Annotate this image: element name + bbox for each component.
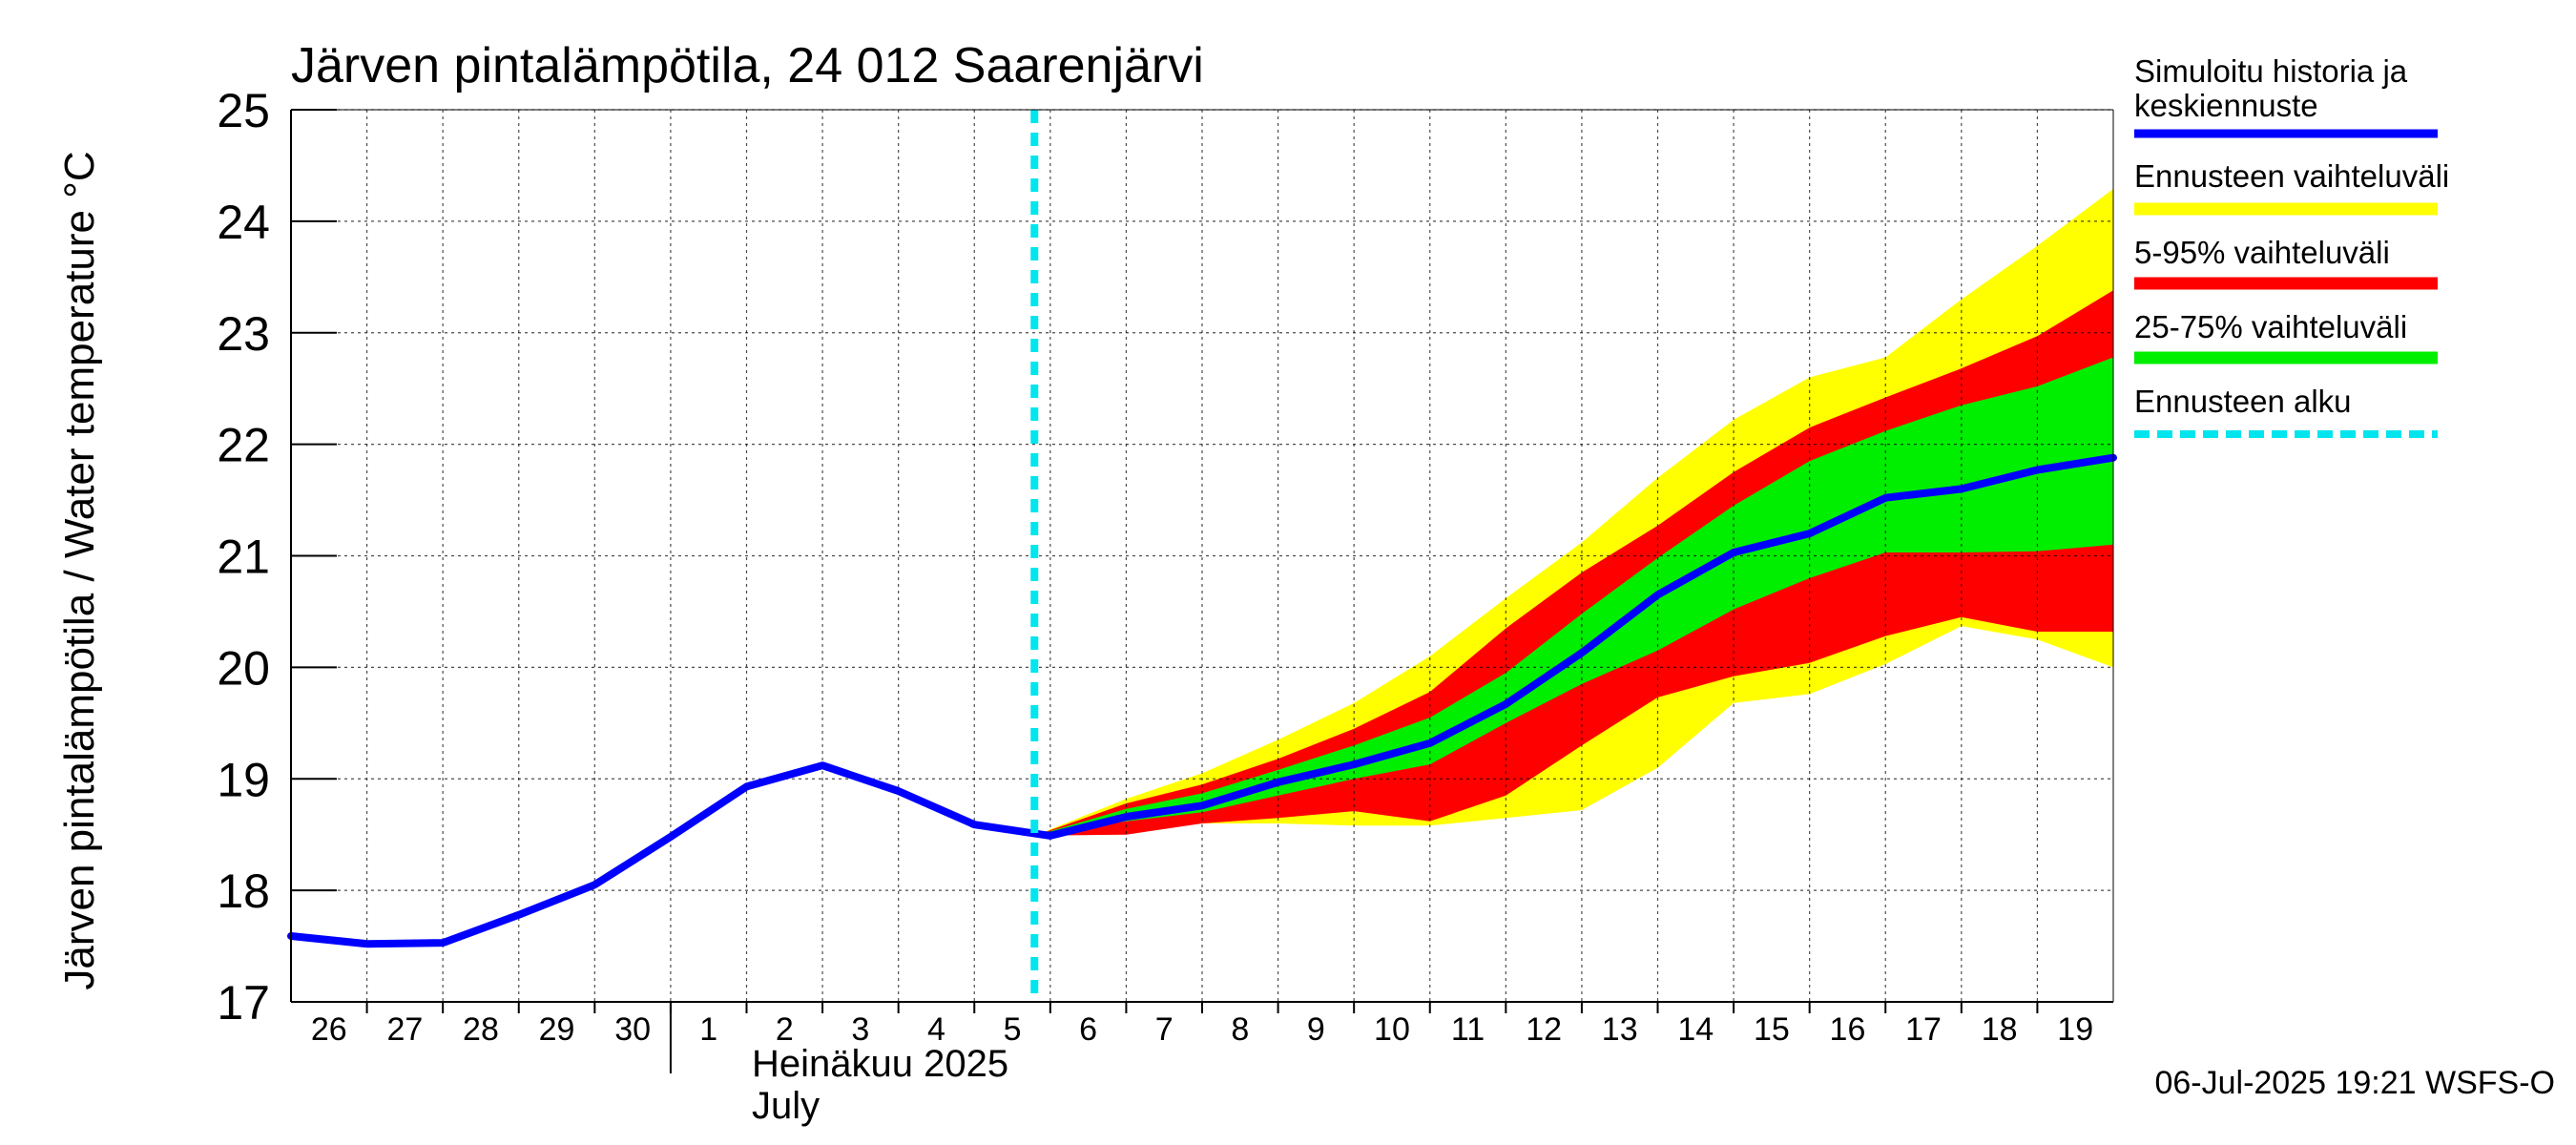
y-tick-label: 21	[217, 531, 270, 584]
forecast-bands	[1034, 189, 2113, 836]
x-tick-label: 7	[1155, 1011, 1174, 1048]
x-tick-label: 3	[851, 1011, 869, 1048]
x-tick-label: 30	[614, 1011, 651, 1048]
series-line-history	[287, 453, 2117, 948]
y-axis-label: Järven pintalämpötila / Water temperatur…	[56, 151, 103, 989]
x-tick-label: 8	[1231, 1011, 1249, 1048]
x-tick-label: 9	[1307, 1011, 1325, 1048]
x-tick-label: 13	[1602, 1011, 1638, 1048]
y-tick-label: 24	[217, 196, 270, 249]
month-label-en: July	[752, 1085, 820, 1127]
x-tick-label: 28	[463, 1011, 499, 1048]
legend-label-p5_95: 5-95% vaihteluväli	[2134, 235, 2390, 270]
x-tick-label: 6	[1079, 1011, 1097, 1048]
y-tick-label: 23	[217, 307, 270, 361]
legend-label-history: Simuloitu historia ja keskiennuste	[2134, 53, 2408, 123]
x-tick-label: 18	[1982, 1011, 2018, 1048]
legend-label-range: Ennusteen vaihteluväli	[2134, 158, 2449, 194]
x-tick-label: 11	[1451, 1011, 1485, 1048]
band-p25_75	[1034, 357, 2113, 836]
timestamp-label: 06-Jul-2025 19:21 WSFS-O	[2154, 1065, 2555, 1101]
month-label-fi: Heinäkuu 2025	[752, 1043, 1008, 1085]
x-tick-label: 16	[1830, 1011, 1866, 1048]
axes	[290, 109, 2114, 1073]
legend-label-p25_75: 25-75% vaihteluväli	[2134, 309, 2407, 344]
x-tick-label: 2	[776, 1011, 794, 1048]
legend-label-start: Ennusteen alku	[2134, 384, 2352, 419]
y-tick-label: 19	[217, 753, 270, 806]
band-range	[1034, 189, 2113, 836]
y-tick-label: 18	[217, 864, 270, 918]
y-tick-label: 25	[217, 84, 270, 137]
x-tick-label: 14	[1677, 1011, 1714, 1048]
y-tick-label: 17	[217, 976, 270, 1030]
x-tick-label: 19	[2057, 1011, 2093, 1048]
band-p5_95	[1034, 290, 2113, 836]
x-tick-label: 10	[1374, 1011, 1410, 1048]
x-tick-label: 27	[386, 1011, 423, 1048]
x-tick-label: 4	[927, 1011, 945, 1048]
x-tick-label: 26	[311, 1011, 347, 1048]
y-tick-label: 22	[217, 419, 270, 472]
x-tick-label: 29	[539, 1011, 575, 1048]
chart-title: Järven pintalämpötila, 24 012 Saarenjärv…	[291, 38, 1204, 94]
series-lines	[287, 110, 2117, 1002]
x-tick-label: 1	[699, 1011, 717, 1048]
y-tick-label: 20	[217, 641, 270, 695]
x-tick-label: 15	[1754, 1011, 1790, 1048]
x-tick-label: 5	[1004, 1011, 1022, 1048]
legend: Simuloitu historia ja keskiennuste Ennuste…	[2134, 53, 2449, 438]
x-tick-label: 17	[1905, 1011, 1942, 1048]
x-tick-label: 12	[1526, 1011, 1562, 1048]
